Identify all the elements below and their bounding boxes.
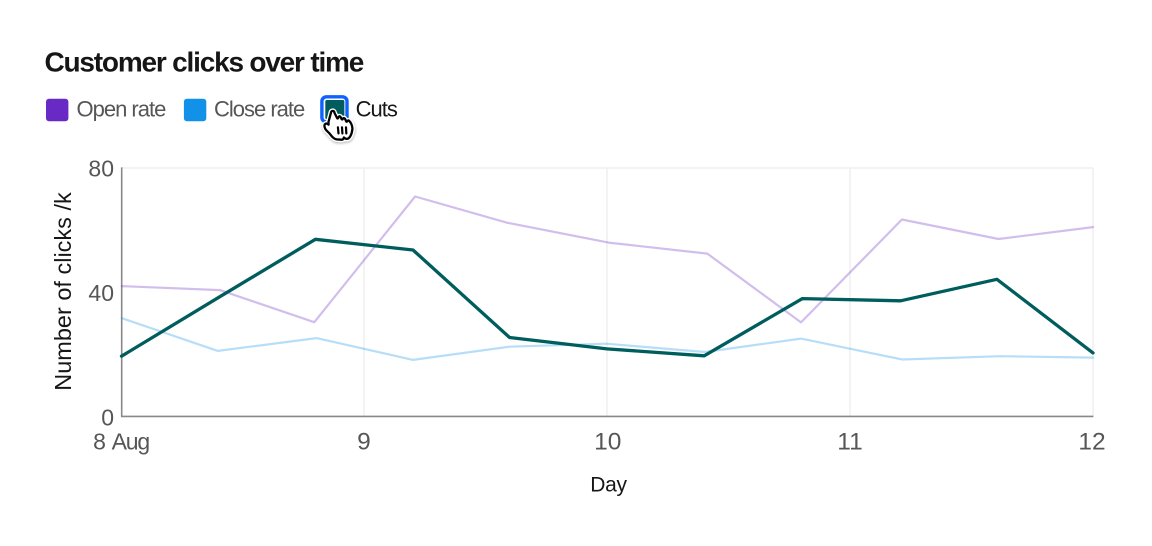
svg-text:80: 80 [88,156,114,182]
svg-text:12: 12 [1078,429,1105,456]
svg-text:0: 0 [101,404,114,430]
svg-text:Day: Day [590,474,627,497]
svg-text:Close rate: Close rate [214,97,305,122]
svg-text:Cuts: Cuts [356,97,398,122]
svg-text:Open rate: Open rate [77,97,167,122]
svg-text:40: 40 [88,280,114,306]
svg-text:11: 11 [837,429,862,456]
svg-text:10: 10 [594,429,621,456]
svg-text:8 Aug: 8 Aug [93,429,149,455]
svg-text:Customer clicks over time: Customer clicks over time [45,47,364,78]
svg-text:9: 9 [357,429,371,456]
svg-text:Number of clicks /k: Number of clicks /k [50,192,76,391]
